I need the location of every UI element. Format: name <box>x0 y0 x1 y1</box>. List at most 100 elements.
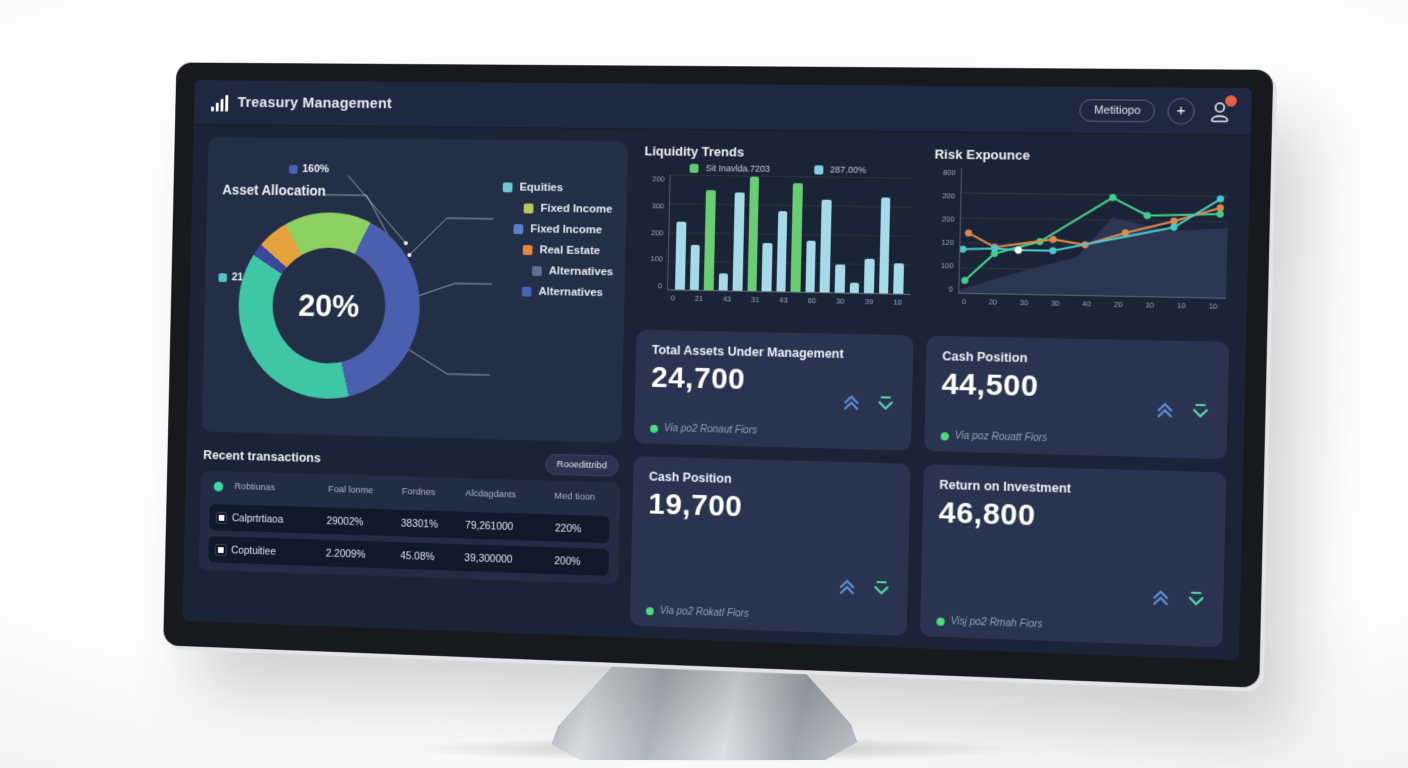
row-checkbox[interactable] <box>215 543 227 556</box>
legend-label: Fixed Income <box>540 202 613 216</box>
tick-label: 300 <box>651 201 665 211</box>
row-checkbox[interactable] <box>215 511 228 524</box>
tick-label: 20 <box>1113 299 1123 310</box>
card-note-text: Via po2 Ronaut Fiors <box>663 423 758 437</box>
donut-hole: 20% <box>271 246 387 365</box>
metric-card-cash-position-1: Cash Position 44,500 Via poz Rouatt Fior… <box>923 335 1230 460</box>
tick-label: 43 <box>779 295 788 305</box>
liquidity-legend: Sit Inavlda.7203 287.00% <box>644 162 913 175</box>
legend-swatch <box>522 245 533 256</box>
bar <box>849 282 860 293</box>
asset-allocation-panel: Asset Allocation 160% 21.60% 20% E <box>201 136 629 443</box>
bar <box>761 242 773 292</box>
callout-swatch <box>288 164 298 174</box>
tick-label: 10 <box>1208 301 1218 311</box>
metric-card-cash-position-2: Cash Position 19,700 Via po2 Rokatl Fior… <box>629 456 911 636</box>
dashboard-screen: Treasury Management Metitiopo + <box>182 80 1252 661</box>
callout-swatch <box>218 272 228 282</box>
tick-label: 200 <box>942 191 956 201</box>
column-header: Foal lonme <box>328 484 374 497</box>
recent-transactions-panel: Recent transactions Rooedittribd Robtiun… <box>198 444 621 625</box>
card-title: Cash Position <box>648 469 732 486</box>
nav-actions: Metitiopo + <box>1079 94 1237 125</box>
tick-label: 0 <box>948 284 954 294</box>
legend-swatch <box>689 163 699 173</box>
nav-menu-button[interactable]: Metitiopo <box>1079 98 1156 122</box>
double-chevron-up-icon <box>841 392 862 413</box>
table-cell: 39,300000 <box>464 551 513 566</box>
bar <box>834 264 845 293</box>
legend-label: Real Estate <box>539 244 601 258</box>
tick-label: 100 <box>650 254 663 264</box>
table-cell: 79,261000 <box>464 519 514 533</box>
double-chevron-up-icon <box>836 577 857 598</box>
user-profile-button[interactable] <box>1207 94 1237 124</box>
tick-label: 10 <box>1176 300 1186 311</box>
column-header: Med tioon <box>554 490 596 503</box>
bar-chart-logo-icon <box>211 93 229 112</box>
liquidity-y-axis: 200 300 200 100 0 <box>641 174 669 290</box>
table-cell: Calprtrtiaoa <box>231 511 284 526</box>
status-dot <box>213 481 224 492</box>
legend-item[interactable]: Alternatives <box>532 265 613 278</box>
legend-swatch <box>513 224 524 235</box>
legend-item[interactable]: Real Estate <box>522 244 614 258</box>
tick-label: 10 <box>893 297 902 307</box>
notification-badge <box>1225 94 1237 107</box>
table-cell: 45.08% <box>400 549 435 563</box>
tick-label: 0 <box>670 293 676 303</box>
tick-label: 0 <box>657 281 663 291</box>
legend-item[interactable]: 287.00% <box>814 164 866 175</box>
risk-chart: 800 200 200 120 100 0 <box>931 167 1229 299</box>
legend-item[interactable]: Equities <box>502 181 615 194</box>
table-cell: 29002% <box>326 514 364 528</box>
tick-label: 30 <box>1050 298 1060 308</box>
legend-item[interactable]: Fixed Income <box>523 202 615 216</box>
bar <box>790 183 803 292</box>
tick-label: 21 <box>694 293 704 304</box>
tick-label: 39 <box>864 297 874 307</box>
table-row[interactable]: Coptuitiee 2.2009% 45.08% 39,300000 200% <box>208 536 609 576</box>
tick-label: 40 <box>1082 299 1092 309</box>
liquidity-title: Liquidity Trends <box>644 143 745 160</box>
trend-indicators <box>1154 400 1211 422</box>
transactions-action-button[interactable]: Rooedittribd <box>544 453 619 477</box>
checkbox-mark <box>218 514 225 521</box>
add-button[interactable]: + <box>1167 97 1195 125</box>
legend-swatch <box>523 203 534 214</box>
tick-label: 31 <box>750 294 760 305</box>
monitor-bezel: Treasury Management Metitiopo + <box>163 62 1274 688</box>
chevron-down-icon <box>1185 588 1206 609</box>
trend-indicators <box>1150 587 1207 609</box>
asset-allocation-donut: 20% <box>236 211 422 401</box>
chevron-down-icon <box>871 578 892 599</box>
card-note-text: Via po2 Rokatl Fiors <box>659 605 750 620</box>
table-cell: 38301% <box>400 517 439 531</box>
legend-label: Alternatives <box>538 285 604 300</box>
legend-swatch <box>532 266 543 277</box>
trend-indicators <box>841 392 896 414</box>
table-cell: 200% <box>554 554 581 568</box>
tick-label: 10 <box>1145 300 1155 310</box>
status-dot <box>650 424 659 433</box>
risk-line-plot <box>957 168 1229 299</box>
bar <box>805 241 817 293</box>
asset-allocation-legend: Equities Fixed Income Fixed Income Real Est… <box>500 181 615 299</box>
bar <box>820 199 832 293</box>
metric-card-total-assets: Total Assets Under Management 24,700 Via… <box>633 329 914 451</box>
bar <box>747 176 760 292</box>
tick-label: 200 <box>652 174 665 184</box>
legend-item[interactable]: Fixed Income <box>513 223 615 236</box>
legend-item[interactable]: Sit Inavlda.7203 <box>689 163 771 174</box>
status-dot <box>936 616 945 626</box>
table-cell: 220% <box>554 521 582 535</box>
transactions-table: Robtiunas Foal lonme Fordnes Alcdagdants Med… <box>198 470 621 585</box>
bar <box>689 244 700 290</box>
legend-item[interactable]: Alternatives <box>521 285 613 300</box>
liquidity-trends-panel: Liquidity Trends Sit Inavlda.7203 287.00%… <box>637 141 918 322</box>
tick-label: 800 <box>942 167 956 178</box>
legend-label: Sit Inavlda.7203 <box>705 163 771 174</box>
bar <box>893 263 904 294</box>
liquidity-plot <box>667 174 913 295</box>
